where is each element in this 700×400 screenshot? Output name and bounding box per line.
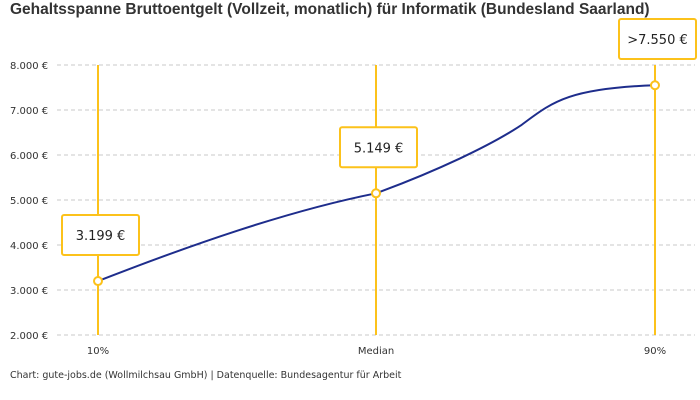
data-point: [93, 276, 103, 287]
data-label: 3.199 €: [76, 229, 126, 244]
y-tick-label: 3.000 €: [10, 286, 48, 297]
chart-source: Chart: gute-jobs.de (Wollmilchsau GmbH) …: [10, 370, 402, 381]
x-tick-label: 10%: [87, 346, 109, 357]
data-point: [650, 80, 660, 91]
data-label: 5.149 €: [354, 141, 404, 156]
y-tick-label: 8.000 €: [10, 61, 48, 72]
data-label-box: [618, 18, 697, 60]
x-tick-label: 90%: [644, 346, 666, 357]
y-tick-label: 6.000 €: [10, 151, 48, 162]
data-label-box: [339, 126, 418, 169]
data-label-box: [61, 214, 140, 257]
data-label: >7.550 €: [627, 33, 688, 48]
chart-title: Gehaltsspanne Bruttoentgelt (Vollzeit, m…: [10, 1, 650, 18]
y-tick-label: 2.000 €: [10, 331, 48, 342]
x-tick-label: Median: [358, 346, 394, 357]
y-tick-label: 4.000 €: [10, 241, 48, 252]
data-point: [371, 188, 381, 199]
y-tick-label: 7.000 €: [10, 106, 48, 117]
y-tick-label: 5.000 €: [10, 196, 48, 207]
salary-curve: [97, 84, 656, 282]
